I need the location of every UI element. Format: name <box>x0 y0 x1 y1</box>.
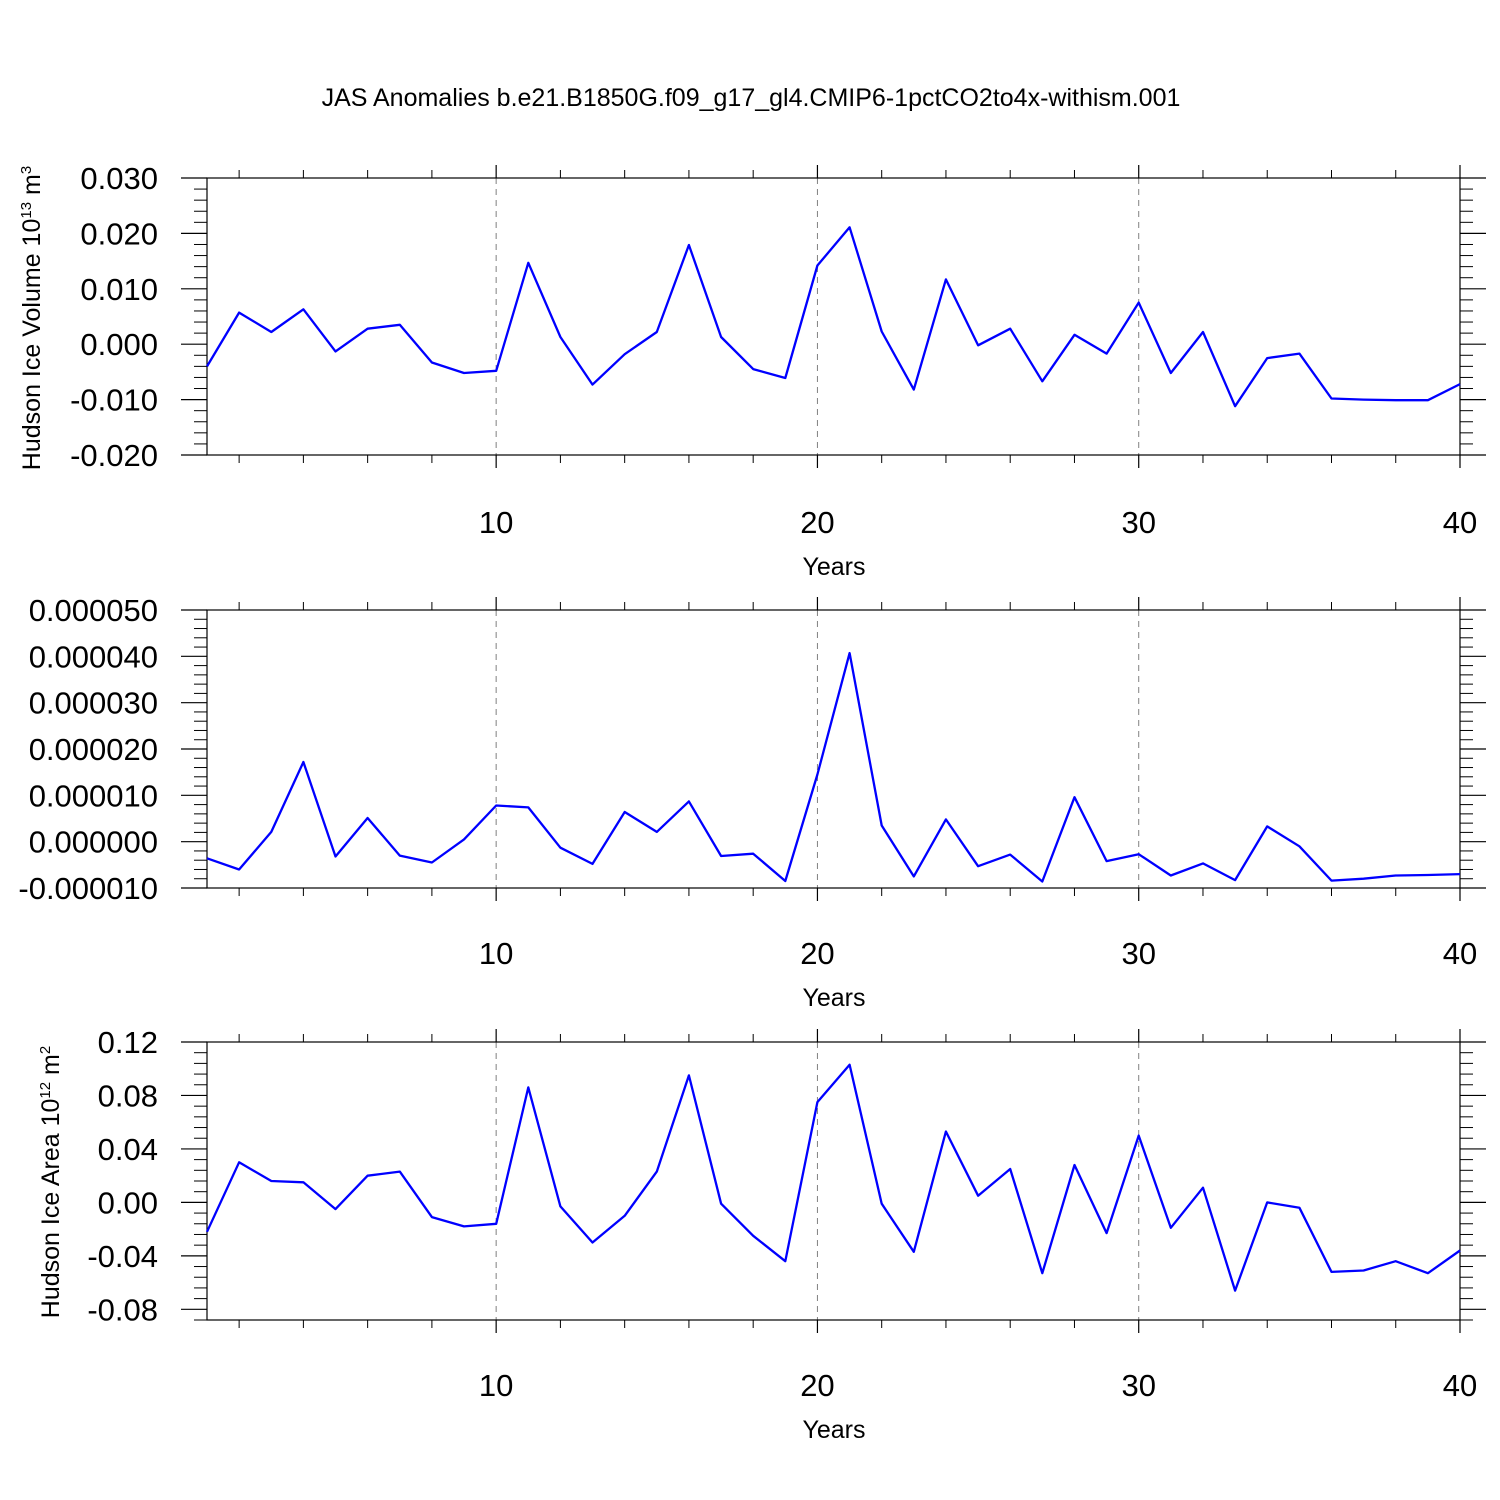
y-tick-label: 0.04 <box>98 1132 158 1167</box>
y-tick-label: -0.010 <box>70 383 158 418</box>
x-tick-label: 40 <box>1443 505 1477 540</box>
y-tick-label: -0.000010 <box>18 871 158 906</box>
series-line <box>205 1063 1461 1292</box>
y-tick-label: -0.020 <box>70 438 158 473</box>
y-tick-label: 0.000030 <box>29 686 158 721</box>
panel-middle: -0.000010 0.000000 0.000010 0.000020 0.00003… <box>18 593 1486 1012</box>
y-tick-labels: -0.020 -0.010 0.000 0.010 0.020 0.030 <box>70 161 158 473</box>
x-tick-label: 10 <box>479 1368 513 1403</box>
series-line <box>206 651 1461 883</box>
tick-marks <box>181 1029 1486 1333</box>
y-tick-label: 0.020 <box>80 216 158 251</box>
panel-ice-volume: -0.020 -0.010 0.000 0.010 0.020 0.030 10 20 30 4… <box>18 161 1486 581</box>
plot-frame <box>206 1041 1461 1321</box>
y-tick-label: 0.000010 <box>29 778 158 813</box>
x-tick-label: 10 <box>479 936 513 971</box>
y-tick-label: -0.08 <box>87 1292 158 1327</box>
x-tick-label: 20 <box>800 936 834 971</box>
y-tick-label: 0.000 <box>80 327 158 362</box>
tick-marks <box>181 165 1486 468</box>
y-tick-label: 0.000040 <box>29 639 158 674</box>
tick-marks <box>181 597 1486 901</box>
y-tick-label: 0.08 <box>98 1078 158 1113</box>
x-tick-labels: 10 20 30 40 <box>479 505 1477 540</box>
y-tick-label: 0.00 <box>98 1185 158 1220</box>
x-tick-label: 30 <box>1121 936 1155 971</box>
x-tick-label: 20 <box>800 505 834 540</box>
chart-title: JAS Anomalies b.e21.B1850G.f09_g17_gl4.C… <box>322 84 1181 112</box>
x-tick-label: 20 <box>800 1368 834 1403</box>
x-tick-labels: 10 20 30 40 <box>479 1368 1477 1403</box>
x-tick-label: 30 <box>1121 1368 1155 1403</box>
y-tick-label: 0.000000 <box>29 825 158 860</box>
y-axis-label: Hudson Ice Area 1012 m2 <box>37 1046 65 1318</box>
y-tick-label: 0.030 <box>80 161 158 196</box>
y-tick-labels: -0.08 -0.04 0.00 0.04 0.08 0.12 <box>87 1025 158 1327</box>
x-axis-label: Years <box>802 984 865 1012</box>
x-tick-label: 40 <box>1443 1368 1477 1403</box>
grid-lines <box>495 1042 1140 1320</box>
x-axis-label: Years <box>802 1416 865 1444</box>
y-tick-label: 0.000050 <box>29 593 158 628</box>
y-tick-labels: -0.000010 0.000000 0.000010 0.000020 0.00003… <box>18 593 158 906</box>
y-tick-label: 0.000020 <box>29 732 158 767</box>
y-axis-label: Hudson Ice Volume 1013 m3 <box>18 166 46 470</box>
y-tick-label: -0.04 <box>87 1239 158 1274</box>
plot-frame <box>206 609 1461 889</box>
x-axis-label: Years <box>802 553 865 581</box>
x-tick-label: 10 <box>479 505 513 540</box>
x-tick-label: 30 <box>1121 505 1155 540</box>
grid-lines <box>495 178 1140 455</box>
series-line <box>206 226 1461 408</box>
x-tick-label: 40 <box>1443 936 1477 971</box>
plot-frame <box>206 177 1461 456</box>
y-tick-label: 0.12 <box>98 1025 158 1060</box>
x-tick-labels: 10 20 30 40 <box>479 936 1477 971</box>
panel-ice-area: -0.08 -0.04 0.00 0.04 0.08 0.12 10 20 30 40 Year… <box>37 1025 1486 1444</box>
y-tick-label: 0.010 <box>80 272 158 307</box>
grid-lines <box>495 610 1140 888</box>
